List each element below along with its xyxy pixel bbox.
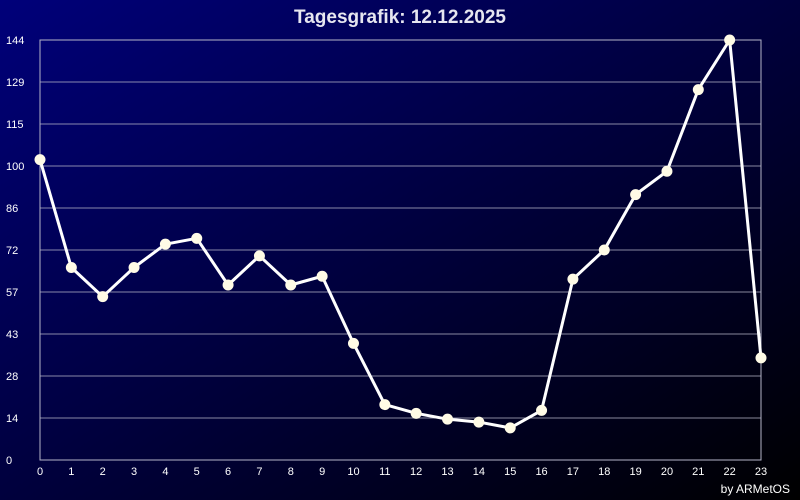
x-axis-ticks: 0 1 2 3 4 5 6 7 8 9 10 11 12 13 14 15 16 17 18 19 20 21 22 23 bbox=[37, 466, 767, 478]
x-tick-label: 10 bbox=[347, 466, 359, 478]
x-tick-label: 5 bbox=[194, 466, 200, 478]
data-point bbox=[379, 399, 391, 411]
data-point bbox=[598, 244, 610, 256]
x-tick-label: 2 bbox=[100, 466, 106, 478]
x-tick-label: 16 bbox=[535, 466, 547, 478]
data-point bbox=[128, 262, 140, 273]
series-line bbox=[38, 38, 763, 430]
data-point bbox=[222, 279, 234, 291]
data-point bbox=[755, 352, 767, 364]
x-tick-label: 12 bbox=[410, 466, 422, 478]
data-point bbox=[630, 189, 642, 201]
x-tick-label: 21 bbox=[692, 466, 704, 478]
y-tick-label: 14 bbox=[6, 413, 18, 425]
x-tick-label: 17 bbox=[567, 466, 579, 478]
data-point bbox=[97, 291, 109, 303]
x-tick-label: 23 bbox=[755, 466, 767, 478]
data-point bbox=[692, 84, 704, 96]
y-tick-label: 129 bbox=[6, 77, 24, 89]
data-point bbox=[159, 238, 171, 250]
data-point bbox=[504, 422, 516, 434]
data-point bbox=[724, 34, 736, 46]
chart-title: Tagesgrafik: 12.12.2025 bbox=[294, 7, 506, 28]
x-tick-label: 3 bbox=[131, 466, 137, 478]
data-point bbox=[536, 404, 548, 416]
y-tick-label: 28 bbox=[6, 371, 18, 383]
y-axis-ticks: 0 14 28 43 57 72 86 100 115 129 144 bbox=[6, 35, 24, 467]
x-tick-label: 9 bbox=[319, 466, 325, 478]
y-tick-label: 144 bbox=[6, 35, 24, 47]
y-tick-label: 100 bbox=[6, 161, 24, 173]
x-tick-label: 13 bbox=[441, 466, 453, 478]
data-point bbox=[191, 232, 203, 244]
data-point bbox=[442, 413, 454, 425]
data-point bbox=[34, 154, 46, 166]
y-tick-label: 115 bbox=[6, 119, 24, 131]
y-tick-label: 72 bbox=[6, 245, 18, 257]
data-point bbox=[347, 337, 359, 349]
x-tick-label: 4 bbox=[162, 466, 168, 478]
data-point bbox=[410, 407, 422, 419]
data-point bbox=[316, 270, 328, 282]
data-point bbox=[473, 416, 485, 428]
x-tick-label: 8 bbox=[288, 466, 294, 478]
x-tick-label: 14 bbox=[473, 466, 485, 478]
credit-text: by ARMetOS bbox=[721, 482, 790, 496]
x-tick-label: 15 bbox=[504, 466, 516, 478]
data-point bbox=[253, 250, 265, 262]
x-tick-label: 7 bbox=[256, 466, 262, 478]
x-tick-label: 20 bbox=[661, 466, 673, 478]
y-tick-label: 86 bbox=[6, 203, 18, 215]
x-tick-label: 11 bbox=[379, 466, 390, 478]
x-tick-label: 22 bbox=[724, 466, 736, 478]
y-tick-label: 0 bbox=[6, 455, 12, 467]
x-tick-label: 19 bbox=[629, 466, 641, 478]
data-point bbox=[65, 262, 77, 273]
y-tick-label: 57 bbox=[6, 287, 18, 299]
data-series bbox=[34, 34, 767, 434]
data-point bbox=[661, 165, 673, 177]
data-point bbox=[567, 273, 579, 285]
gridlines bbox=[39, 39, 762, 461]
y-tick-label: 43 bbox=[6, 329, 18, 341]
data-point bbox=[285, 279, 297, 291]
x-tick-label: 18 bbox=[598, 466, 610, 478]
x-tick-label: 6 bbox=[225, 466, 231, 478]
x-tick-label: 1 bbox=[68, 466, 74, 478]
x-tick-label: 0 bbox=[37, 466, 43, 478]
